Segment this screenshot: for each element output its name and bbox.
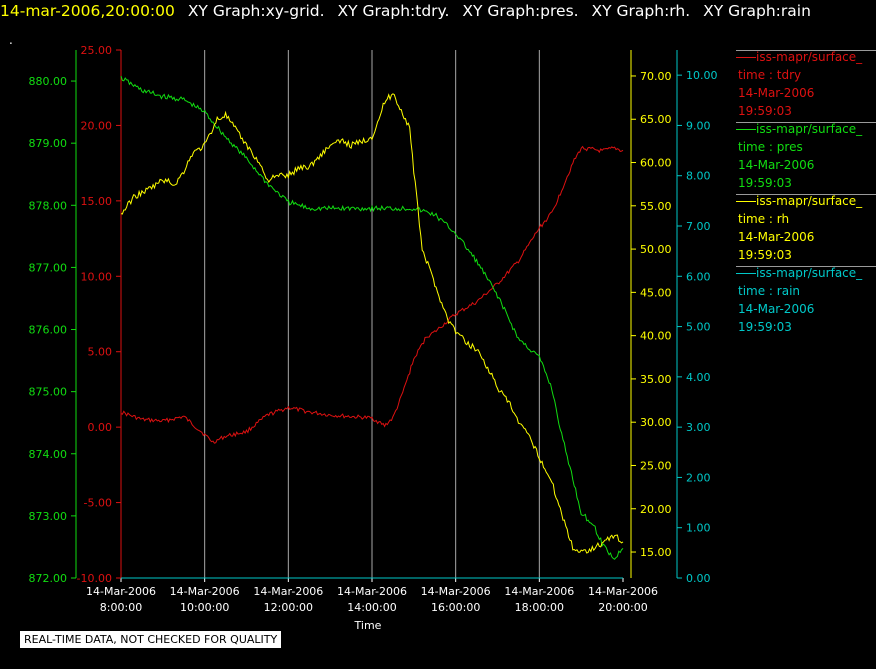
tdry-axis-tick-label: 25.00: [81, 44, 113, 57]
legend: iss-mapr/surface_ time : tdry 14-Mar-200…: [736, 50, 876, 338]
legend-series-name: iss-mapr/surface_: [756, 122, 863, 136]
tdry-axis-tick-label: 5.00: [88, 346, 113, 359]
legend-date: 14-Mar-2006: [738, 158, 815, 172]
tdry-axis-tick-label: -5.00: [84, 497, 112, 510]
series-line-rh: [120, 93, 624, 554]
graph-tab-pres[interactable]: XY Graph:pres.: [462, 2, 579, 20]
legend-date: 14-Mar-2006: [738, 302, 815, 316]
x-tick-label-date: 14-Mar-2006: [504, 585, 574, 598]
rain-axis-tick-label: 9.00: [686, 119, 711, 132]
graph-tab-rh[interactable]: XY Graph:rh.: [591, 2, 691, 20]
rh-axis-tick-label: 15.00: [640, 546, 672, 559]
legend-divider: [736, 50, 876, 51]
pres-axis-tick-label: 876.00: [29, 324, 68, 337]
pres-axis-tick-label: 875.00: [29, 386, 68, 399]
legend-date: 14-Mar-2006: [738, 230, 815, 244]
header-bar: 14-mar-2006,20:00:00 XY Graph:xy-grid. X…: [0, 2, 811, 24]
tdry-axis-tick-label: 0.00: [88, 421, 113, 434]
tdry-axis-tick-label: 15.00: [81, 195, 113, 208]
rh-axis-tick-label: 25.00: [640, 459, 672, 472]
tdry-axis-tick-label: 10.00: [81, 270, 113, 283]
rain-axis-tick-label: 10.00: [686, 69, 718, 82]
rh-axis-tick-label: 40.00: [640, 330, 672, 343]
pres-axis-tick-label: 872.00: [29, 572, 68, 585]
legend-series-name: iss-mapr/surface_: [756, 50, 863, 64]
legend-swatch-rh: [736, 201, 756, 202]
rain-axis-tick-label: 5.00: [686, 321, 711, 334]
legend-time: 19:59:03: [738, 176, 792, 190]
rain-axis-tick-label: 8.00: [686, 170, 711, 183]
legend-series-name: iss-mapr/surface_: [756, 194, 863, 208]
pres-axis-tick-label: 873.00: [29, 510, 68, 523]
legend-field: time : tdry: [738, 68, 802, 82]
legend-divider: [736, 266, 876, 267]
graph-tab-tdry[interactable]: XY Graph:tdry.: [337, 2, 450, 20]
x-tick-label-date: 14-Mar-2006: [253, 585, 323, 598]
legend-swatch-rain: [736, 273, 756, 274]
rain-axis-tick-label: 3.00: [686, 421, 711, 434]
x-tick-label-date: 14-Mar-2006: [337, 585, 407, 598]
legend-field: time : pres: [738, 140, 803, 154]
legend-swatch-tdry: [736, 57, 756, 58]
legend-entry-rain[interactable]: iss-mapr/surface_ time : rain 14-Mar-200…: [736, 266, 876, 338]
legend-series-name: iss-mapr/surface_: [756, 266, 863, 280]
graph-tab-rain[interactable]: XY Graph:rain: [703, 2, 811, 20]
rh-axis-tick-label: 45.00: [640, 286, 672, 299]
x-tick-label-time: 12:00:00: [264, 601, 313, 614]
series-line-tdry: [120, 145, 624, 444]
graph-tab-xy-grid[interactable]: XY Graph:xy-grid.: [187, 2, 325, 20]
rain-axis-tick-label: 2.00: [686, 471, 711, 484]
legend-entry-tdry[interactable]: iss-mapr/surface_ time : tdry 14-Mar-200…: [736, 50, 876, 122]
x-tick-label-time: 8:00:00: [100, 601, 142, 614]
x-tick-label-time: 20:00:00: [598, 601, 647, 614]
rain-axis-tick-label: 4.00: [686, 371, 711, 384]
tdry-axis-tick-label: -10.00: [77, 572, 112, 585]
legend-time: 19:59:03: [738, 320, 792, 334]
rh-axis-tick-label: 55.00: [640, 200, 672, 213]
rh-axis-tick-label: 20.00: [640, 503, 672, 516]
legend-divider: [736, 122, 876, 123]
pres-axis-tick-label: 877.00: [29, 261, 68, 274]
rh-axis-tick-label: 35.00: [640, 373, 672, 386]
rh-axis-tick-label: 65.00: [640, 113, 672, 126]
rh-axis-tick-label: 30.00: [640, 416, 672, 429]
legend-time: 19:59:03: [738, 104, 792, 118]
legend-field: time : rh: [738, 212, 790, 226]
header-dot: .: [9, 33, 13, 47]
rain-axis-tick-label: 6.00: [686, 270, 711, 283]
legend-entry-rh[interactable]: iss-mapr/surface_ time : rh 14-Mar-2006 …: [736, 194, 876, 266]
pres-axis-tick-label: 874.00: [29, 448, 68, 461]
x-tick-label-time: 14:00:00: [347, 601, 396, 614]
legend-swatch-pres: [736, 129, 756, 130]
rh-axis-tick-label: 50.00: [640, 243, 672, 256]
series-line-pres: [120, 75, 624, 560]
x-tick-label-time: 18:00:00: [515, 601, 564, 614]
x-tick-label-time: 10:00:00: [180, 601, 229, 614]
x-axis-label: Time: [354, 619, 382, 632]
rain-axis-tick-label: 0.00: [686, 572, 711, 585]
rh-axis-tick-label: 60.00: [640, 157, 672, 170]
x-tick-label-date: 14-Mar-2006: [86, 585, 156, 598]
pres-axis-tick-label: 879.00: [29, 137, 68, 150]
data-quality-note: REAL-TIME DATA, NOT CHECKED FOR QUALITY: [20, 631, 282, 648]
legend-divider: [736, 194, 876, 195]
rain-axis-tick-label: 7.00: [686, 220, 711, 233]
x-tick-label-date: 14-Mar-2006: [170, 585, 240, 598]
x-tick-label-date: 14-Mar-2006: [421, 585, 491, 598]
pres-axis-tick-label: 880.00: [29, 75, 68, 88]
header-timestamp: 14-mar-2006,20:00:00: [0, 2, 175, 20]
legend-date: 14-Mar-2006: [738, 86, 815, 100]
x-tick-label-time: 16:00:00: [431, 601, 480, 614]
x-tick-label-date: 14-Mar-2006: [588, 585, 658, 598]
pres-axis-tick-label: 878.00: [29, 199, 68, 212]
tdry-axis-tick-label: 20.00: [81, 119, 113, 132]
legend-field: time : rain: [738, 284, 801, 298]
rain-axis-tick-label: 1.00: [686, 522, 711, 535]
legend-time: 19:59:03: [738, 248, 792, 262]
rh-axis-tick-label: 70.00: [640, 70, 672, 83]
legend-entry-pres[interactable]: iss-mapr/surface_ time : pres 14-Mar-200…: [736, 122, 876, 194]
